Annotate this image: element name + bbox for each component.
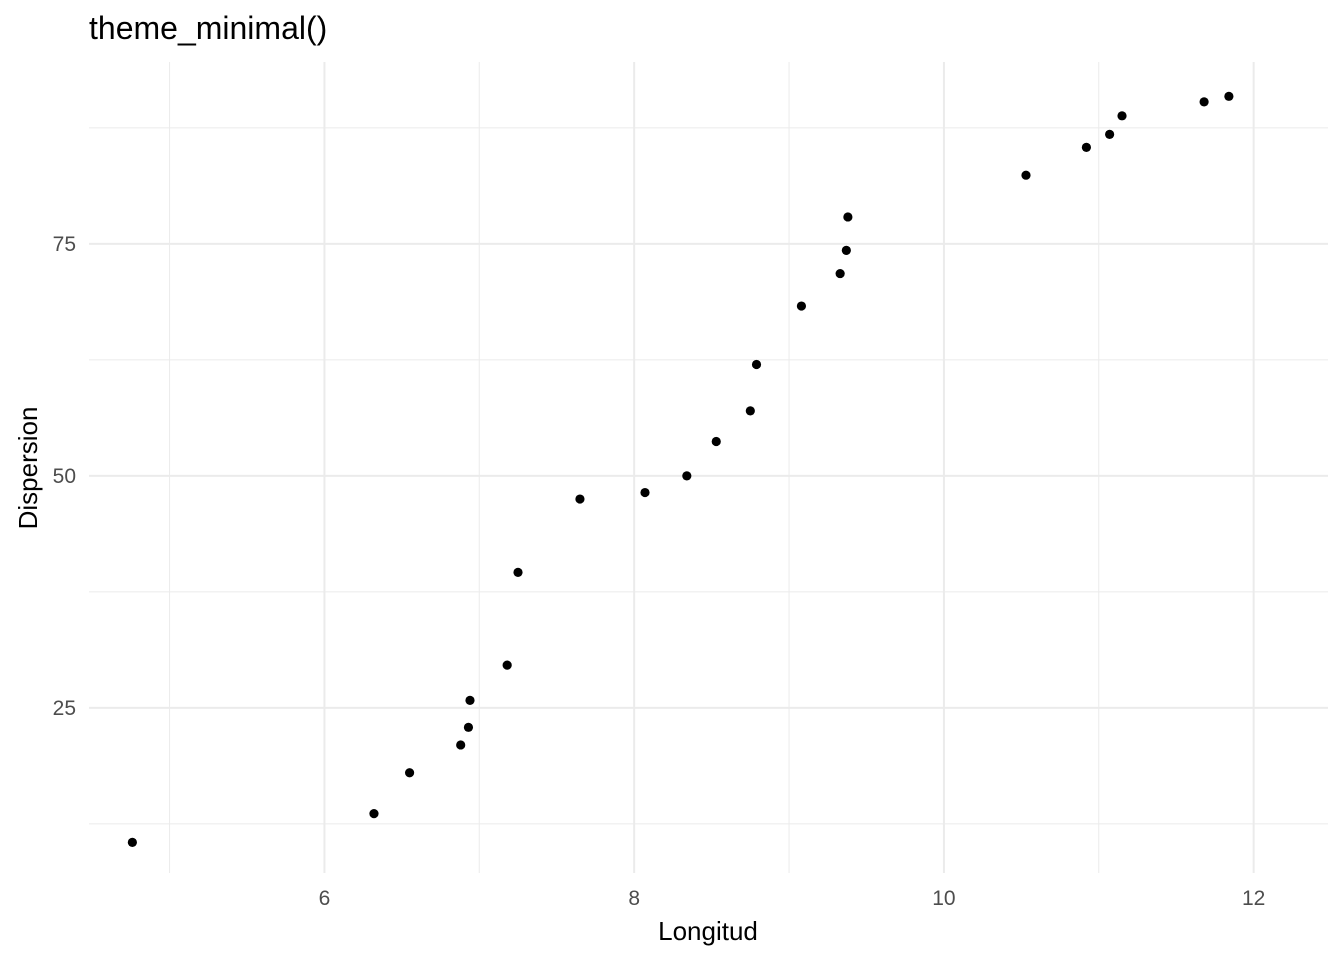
y-tick-label: 25 — [53, 697, 76, 720]
data-point — [127, 837, 137, 847]
data-point — [404, 768, 415, 778]
y-axis-title: Dispersion — [13, 407, 43, 530]
data-point — [502, 660, 512, 670]
data-point — [1105, 129, 1115, 139]
x-tick-label: 6 — [319, 887, 331, 910]
chart-title: theme_minimal() — [89, 10, 328, 46]
x-tick-label: 12 — [1242, 887, 1265, 910]
data-point — [1081, 142, 1091, 152]
data-point — [1021, 170, 1031, 180]
data-point — [463, 722, 474, 732]
data-point — [843, 212, 853, 222]
y-axis-tick-labels: 25 50 75 — [53, 233, 76, 720]
data-point — [513, 567, 523, 577]
x-axis-title: Longitud — [658, 916, 758, 946]
data-point — [835, 268, 845, 279]
data-point — [465, 695, 475, 706]
data-point — [841, 245, 851, 255]
data-point — [1224, 91, 1234, 101]
minor-gridlines — [89, 62, 1328, 873]
data-point — [711, 436, 721, 447]
data-point — [456, 740, 466, 750]
data-point — [575, 494, 585, 504]
data-point — [682, 471, 692, 481]
data-point — [1117, 111, 1127, 121]
x-tick-label: 10 — [932, 887, 955, 910]
data-point — [369, 809, 379, 819]
data-point — [1199, 97, 1209, 107]
y-tick-label: 50 — [53, 465, 76, 488]
major-gridlines — [89, 62, 1328, 873]
data-point — [640, 487, 650, 498]
data-points — [127, 91, 1234, 847]
data-point — [796, 301, 807, 311]
data-point — [745, 406, 755, 416]
x-axis-tick-labels: 6 8 10 12 — [319, 887, 1266, 910]
data-point — [751, 359, 762, 370]
y-tick-label: 75 — [53, 233, 76, 256]
x-tick-label: 8 — [628, 887, 640, 910]
